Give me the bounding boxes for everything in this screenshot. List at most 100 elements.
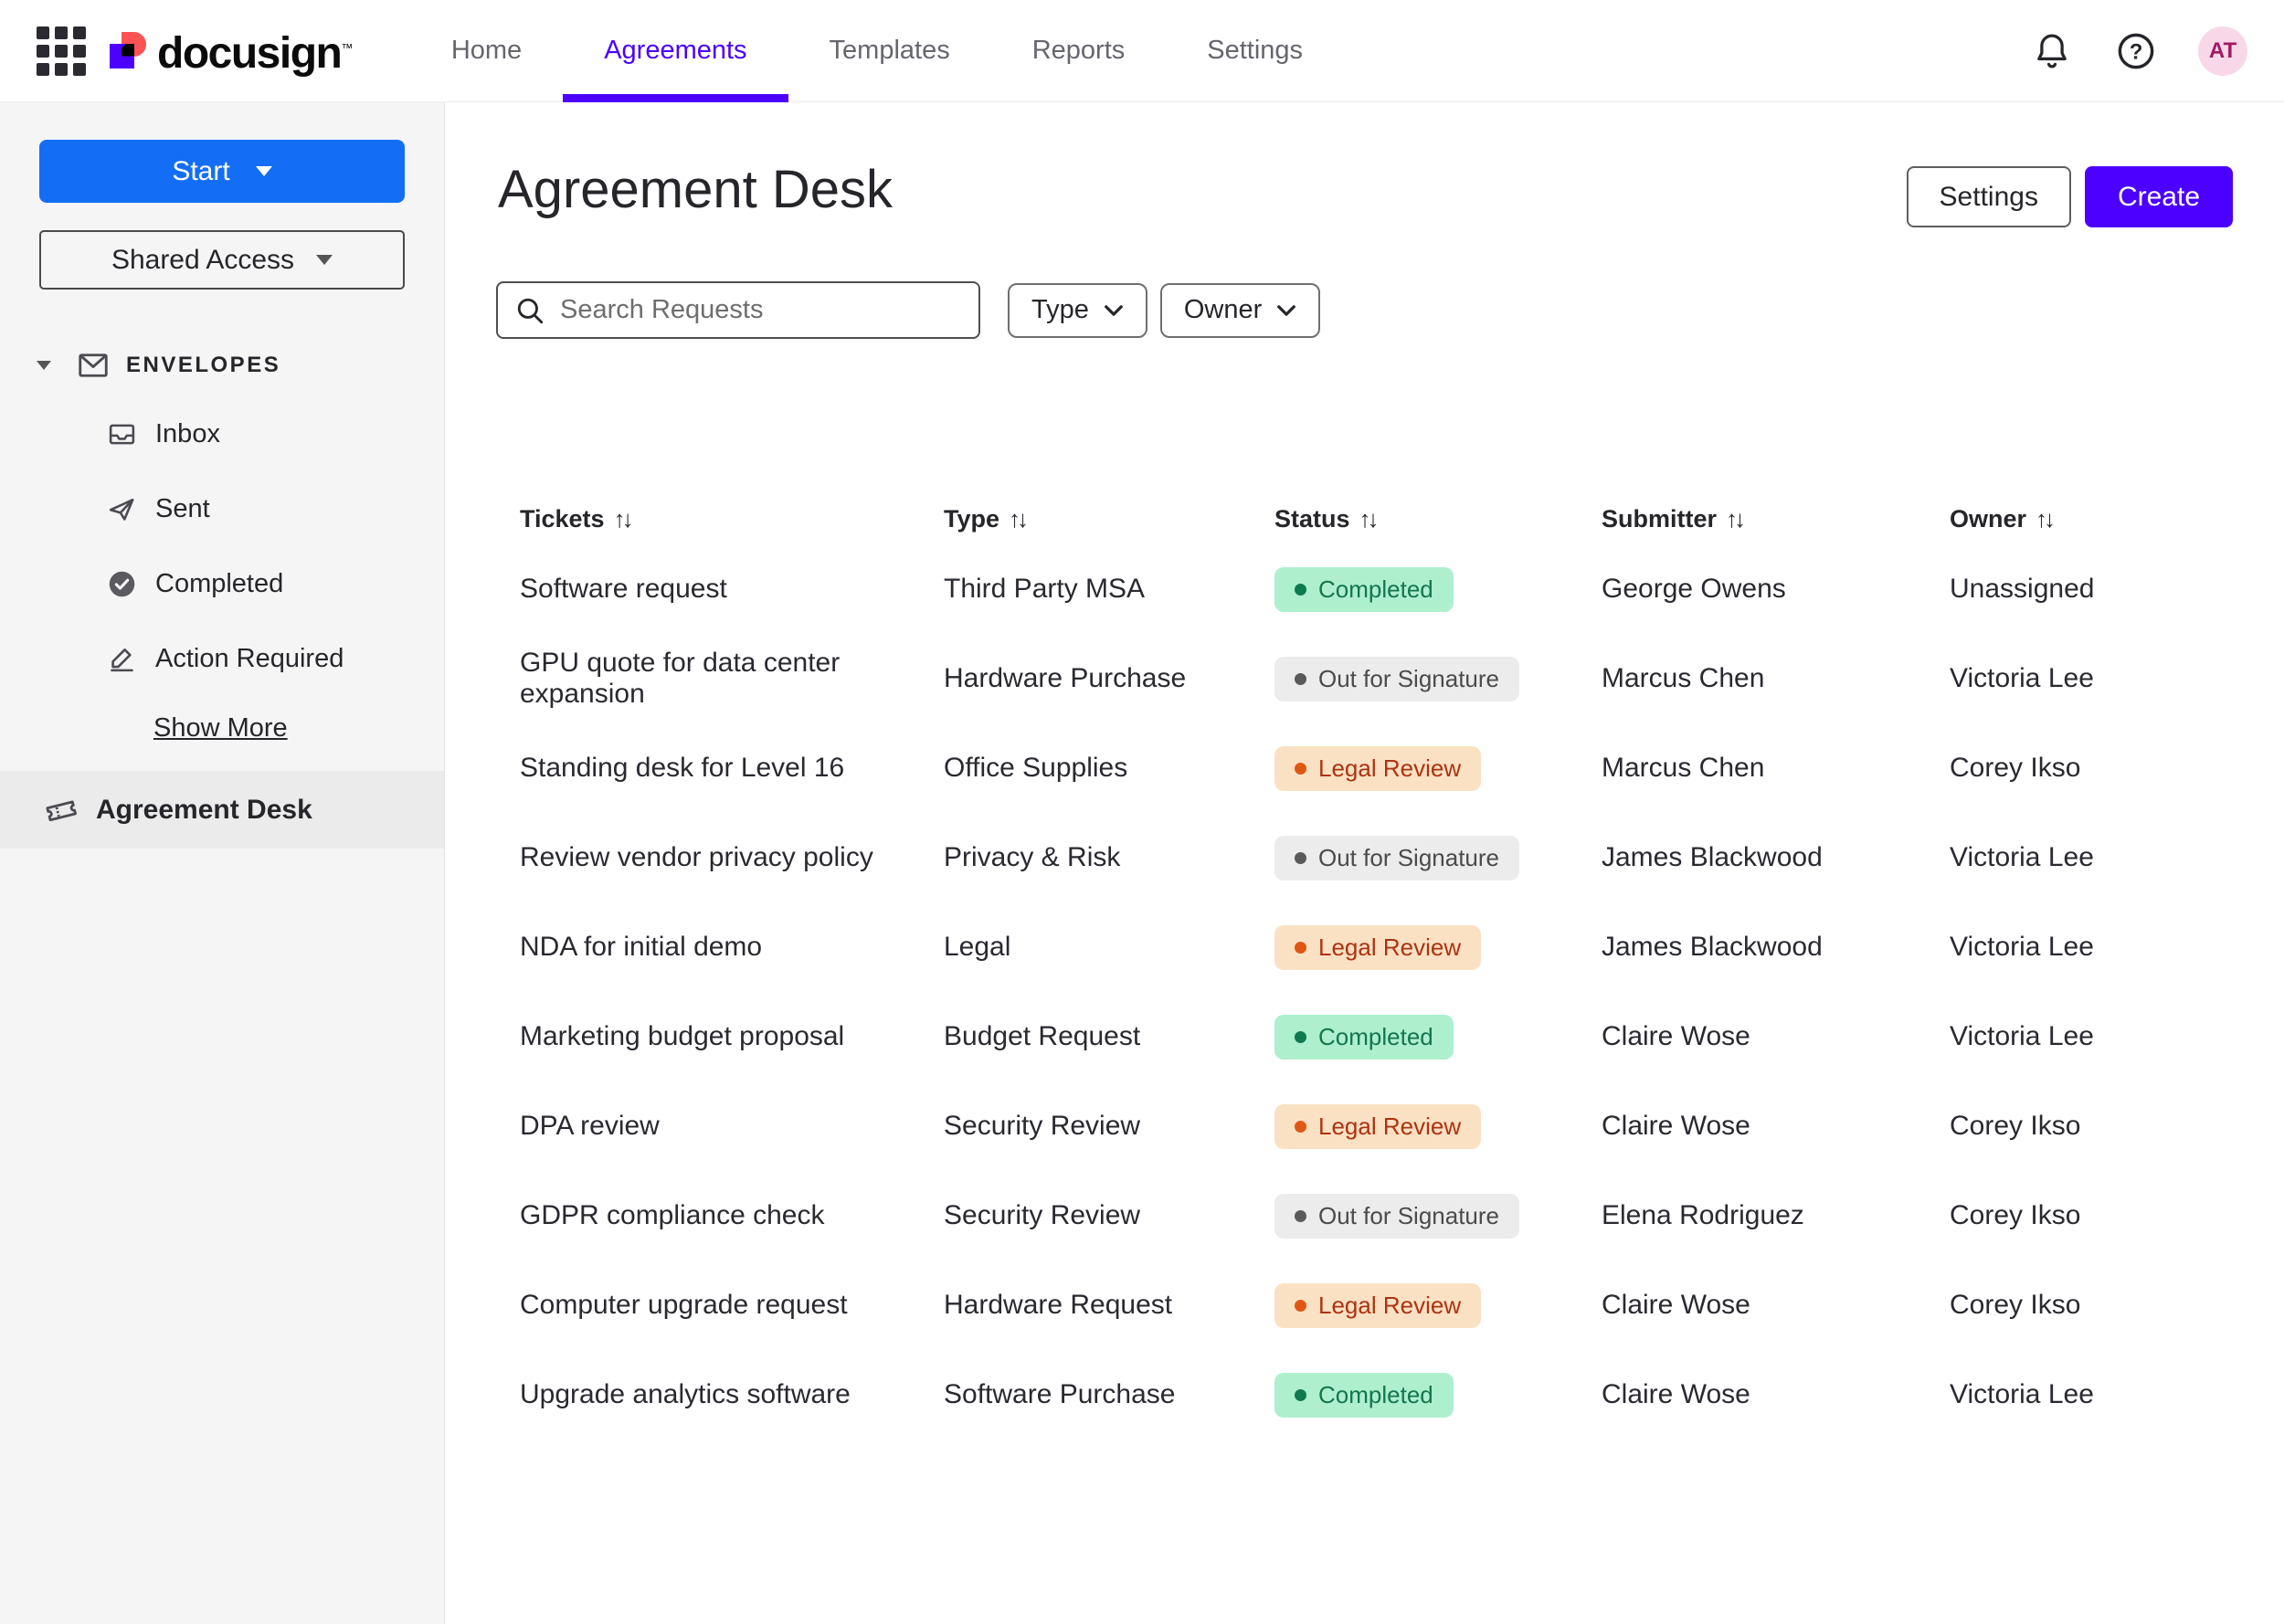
table-row[interactable]: Software request Third Party MSA Complet… (520, 544, 2266, 634)
completed-icon (109, 571, 135, 596)
caret-down-icon (37, 361, 51, 370)
tab-templates[interactable]: Templates (829, 36, 950, 65)
owner-filter-button[interactable]: Owner (1159, 282, 1321, 338)
table-header-row: Tickets ↑↓ Type ↑↓ Status ↑↓ Submitter ↑↓ Ow… (520, 493, 2266, 544)
ticket-cell: GDPR compliance check (520, 1200, 825, 1230)
submitter-cell: Marcus Chen (1602, 663, 1765, 693)
ticket-cell: NDA for initial demo (520, 932, 763, 962)
status-badge: Completed (1274, 1014, 1454, 1060)
submitter-cell: James Blackwood (1602, 842, 1823, 872)
envelope-icon (79, 353, 108, 377)
type-cell: Office Supplies (944, 753, 1128, 783)
status-label: Legal Review (1318, 1112, 1462, 1140)
start-button-label: Start (172, 155, 230, 186)
status-dot-icon (1295, 1030, 1306, 1043)
shared-access-button[interactable]: Shared Access (39, 230, 405, 290)
tab-agreements[interactable]: Agreements (563, 0, 788, 102)
tab-settings[interactable]: Settings (1207, 36, 1304, 65)
sidebar-item-agreement-desk[interactable]: Agreement Desk (0, 771, 444, 849)
table-row[interactable]: NDA for initial demo Legal Legal Review … (520, 902, 2266, 992)
owner-cell: Corey Ikso (1950, 1200, 2081, 1230)
status-cell: Completed (1274, 566, 1602, 612)
table-row[interactable]: Review vendor privacy policy Privacy & R… (520, 813, 2266, 902)
sidebar-item-label: Agreement Desk (96, 794, 312, 825)
show-more-link[interactable]: Show More (153, 712, 288, 743)
status-cell: Out for Signature (1274, 835, 1602, 881)
status-dot-icon (1295, 1120, 1306, 1133)
ticket-cell: Marketing budget proposal (520, 1021, 845, 1051)
column-header-status[interactable]: Status ↑↓ (1274, 504, 1380, 533)
status-cell: Legal Review (1274, 1103, 1602, 1149)
avatar[interactable]: AT (2198, 26, 2247, 76)
sidebar-item-sent[interactable]: Sent (0, 471, 444, 546)
ticket-icon (46, 799, 77, 821)
ticket-cell: Standing desk for Level 16 (520, 753, 845, 783)
app-switcher-icon[interactable] (37, 26, 86, 76)
owner-cell: Victoria Lee (1950, 1379, 2094, 1409)
sidebar-item-action-required[interactable]: Action Required (0, 621, 444, 696)
type-cell: Hardware Request (944, 1290, 1173, 1320)
ticket-cell: DPA review (520, 1111, 660, 1141)
status-cell: Completed (1274, 1014, 1602, 1060)
owner-cell: Corey Ikso (1950, 753, 2081, 783)
tab-reports[interactable]: Reports (1031, 36, 1126, 65)
inbox-icon (109, 424, 135, 444)
table-row[interactable]: GPU quote for data center expansion Hard… (520, 634, 2266, 723)
table-row[interactable]: Standing desk for Level 16 Office Suppli… (520, 723, 2266, 813)
settings-button[interactable]: Settings (1906, 166, 2071, 227)
column-header-type[interactable]: Type ↑↓ (944, 504, 1029, 533)
docusign-logo[interactable]: docusign™ (110, 28, 353, 78)
main-content: Agreement Desk Settings Create Type Owne… (446, 102, 2284, 1624)
submitter-cell: Elena Rodriguez (1602, 1200, 1804, 1230)
table-row[interactable]: GDPR compliance check Security Review Ou… (520, 1171, 2266, 1260)
owner-cell: Corey Ikso (1950, 1111, 2081, 1141)
type-cell: Budget Request (944, 1021, 1141, 1051)
status-dot-icon (1295, 941, 1306, 954)
status-cell: Legal Review (1274, 745, 1602, 791)
submitter-cell: Marcus Chen (1602, 753, 1765, 783)
search-input[interactable] (560, 295, 962, 325)
type-cell: Security Review (944, 1200, 1141, 1230)
column-header-owner[interactable]: Owner ↑↓ (1950, 504, 2056, 533)
submitter-cell: James Blackwood (1602, 932, 1823, 962)
sidebar-item-inbox[interactable]: Inbox (0, 396, 444, 471)
sort-icon: ↑↓ (1359, 504, 1380, 533)
type-cell: Legal (944, 932, 1011, 962)
ticket-cell: Computer upgrade request (520, 1290, 848, 1320)
status-dot-icon (1295, 583, 1306, 596)
type-cell: Security Review (944, 1111, 1141, 1141)
notifications-bell-icon[interactable] (2030, 29, 2074, 73)
docusign-logo-mark-icon (110, 31, 146, 69)
status-badge: Legal Review (1274, 1103, 1482, 1149)
table-row[interactable]: Computer upgrade request Hardware Reques… (520, 1260, 2266, 1350)
status-dot-icon (1295, 762, 1306, 775)
show-more-row: Show More (0, 696, 444, 760)
table-body: Software request Third Party MSA Complet… (520, 544, 2266, 1439)
type-cell: Software Purchase (944, 1379, 1176, 1409)
docusign-wordmark: docusign™ (157, 28, 353, 78)
status-dot-icon (1295, 851, 1306, 864)
trademark-symbol: ™ (341, 40, 353, 55)
nav-right-cluster: ? AT (2030, 26, 2284, 76)
table-row[interactable]: Upgrade analytics software Software Purc… (520, 1350, 2266, 1439)
column-header-tickets[interactable]: Tickets ↑↓ (520, 504, 634, 533)
table-row[interactable]: Marketing budget proposal Budget Request… (520, 992, 2266, 1081)
envelopes-section-toggle[interactable]: ENVELOPES (0, 347, 444, 384)
status-label: Legal Review (1318, 1291, 1462, 1319)
sidebar: Start Shared Access ENVELOPES Inbox Sent (0, 102, 445, 1624)
status-cell: Completed (1274, 1372, 1602, 1418)
owner-cell: Victoria Lee (1950, 1021, 2094, 1051)
sidebar-item-completed[interactable]: Completed (0, 546, 444, 621)
chevron-down-icon (1277, 304, 1296, 316)
column-header-submitter[interactable]: Submitter ↑↓ (1602, 504, 1746, 533)
status-cell: Legal Review (1274, 924, 1602, 970)
table-row[interactable]: DPA review Security Review Legal Review … (520, 1081, 2266, 1171)
type-cell: Privacy & Risk (944, 842, 1121, 872)
start-button[interactable]: Start (39, 140, 405, 203)
create-button[interactable]: Create (2084, 166, 2233, 227)
type-filter-button[interactable]: Type (1008, 282, 1147, 338)
status-label: Out for Signature (1318, 664, 1499, 692)
tab-home[interactable]: Home (450, 36, 523, 65)
search-box[interactable] (496, 281, 980, 339)
help-icon[interactable]: ? (2114, 29, 2158, 73)
